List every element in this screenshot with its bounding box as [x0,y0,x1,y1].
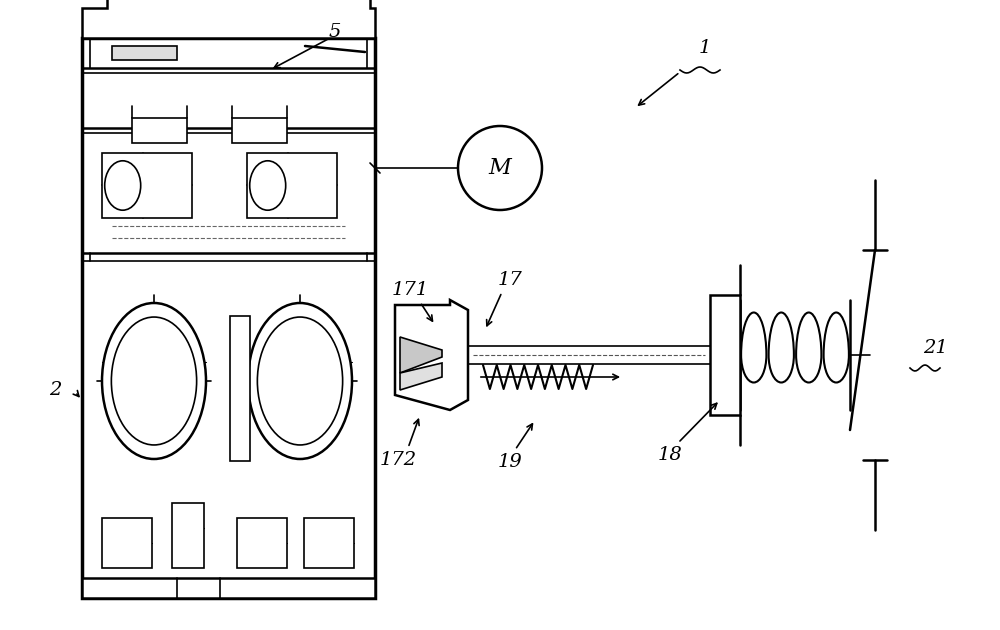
Text: 172: 172 [379,451,417,469]
Bar [710,295,740,415]
Text: 17: 17 [498,271,522,289]
Polygon shape [400,337,442,373]
Text: 5: 5 [329,23,341,41]
Polygon shape [400,363,442,390]
Bar [102,518,152,568]
Text: M: M [489,157,511,179]
Ellipse shape [111,317,197,445]
Text: 1: 1 [699,39,711,57]
Text: 18: 18 [658,446,682,464]
Bar [132,118,187,143]
Text: 19: 19 [498,453,522,471]
Bar [82,38,375,598]
Text: 171: 171 [391,281,429,299]
Bar [237,518,287,568]
Ellipse shape [102,303,206,459]
Circle shape [458,126,542,210]
Bar [304,518,354,568]
Bar [247,153,337,218]
Bar [82,578,375,598]
Text: 21: 21 [923,339,947,357]
Bar [232,118,287,143]
Ellipse shape [257,317,343,445]
Text: 2: 2 [49,381,61,399]
Polygon shape [82,0,375,38]
Bar [172,503,204,568]
Bar [230,316,250,461]
Bar [102,153,192,218]
Bar [112,46,177,60]
Ellipse shape [248,303,352,459]
Polygon shape [395,300,468,410]
Ellipse shape [105,161,141,210]
Ellipse shape [250,161,286,210]
